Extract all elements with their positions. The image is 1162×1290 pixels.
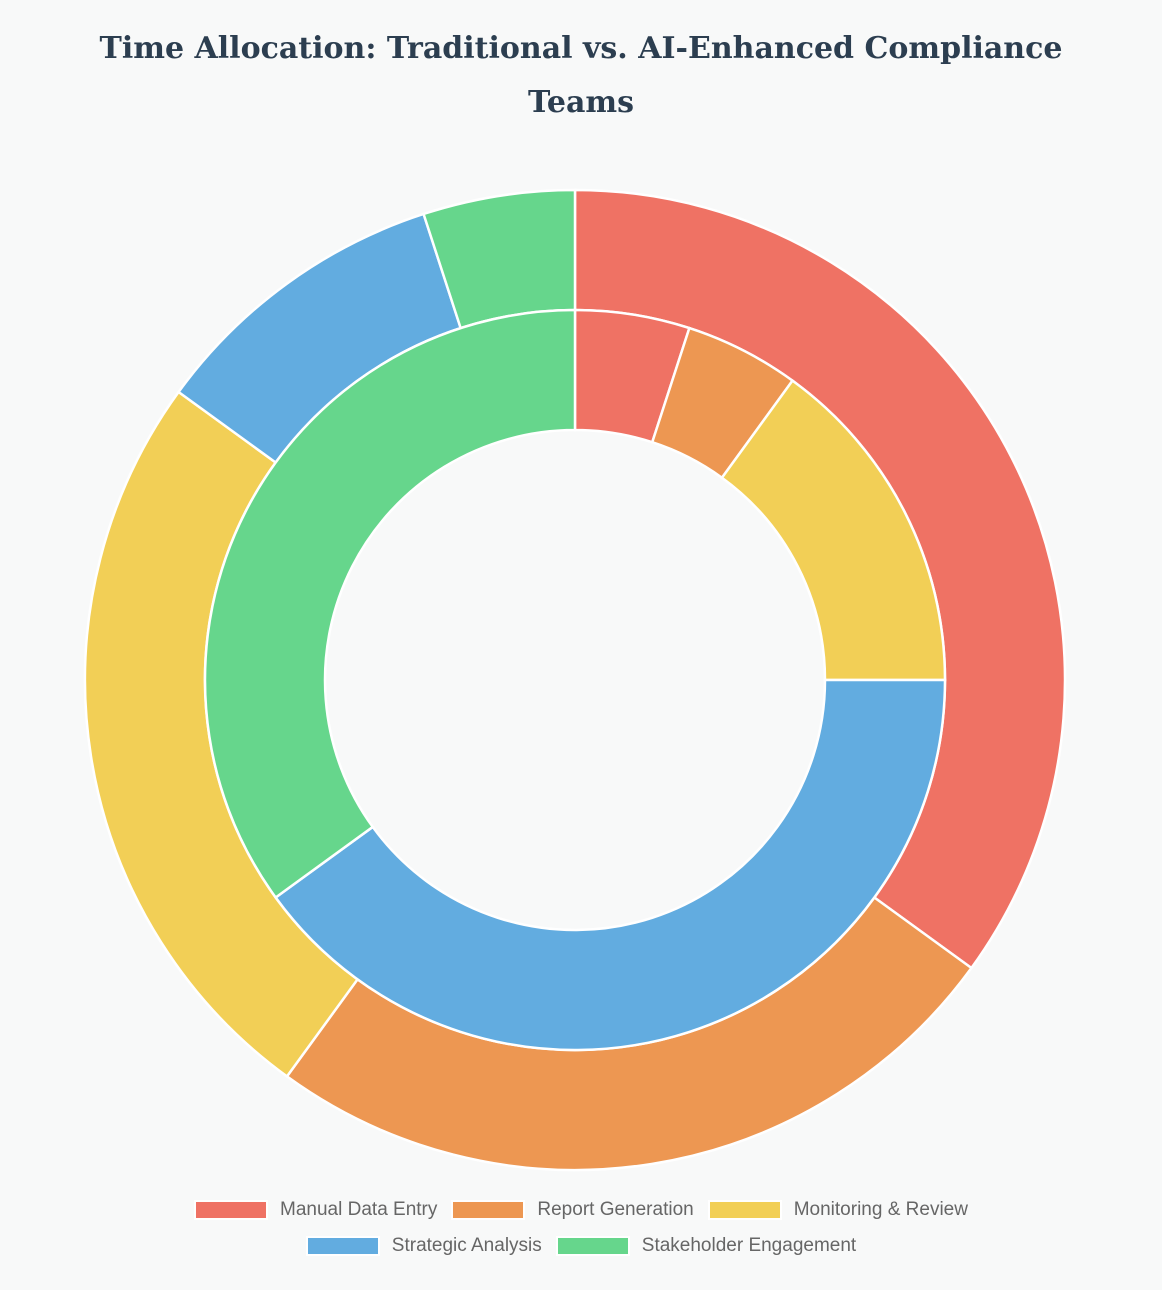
legend-label: Manual Data Entry (280, 1199, 438, 1220)
legend-swatch (451, 1200, 526, 1220)
legend-item-strategic-analysis[interactable]: Strategic Analysis (305, 1235, 542, 1257)
legend-label: Stakeholder Engagement (641, 1235, 857, 1256)
legend-item-report-generation[interactable]: Report Generation (451, 1199, 694, 1221)
legend-swatch (707, 1200, 782, 1220)
inner-ring-slice-strategic-analysis[interactable] (273, 678, 947, 1052)
legend-item-stakeholder-engagement[interactable]: Stakeholder Engagement (555, 1235, 857, 1257)
inner-ring-slice-stakeholder-engagement[interactable] (203, 308, 577, 900)
legend-label: Strategic Analysis (391, 1235, 542, 1256)
legend-swatch (194, 1200, 269, 1220)
doughnut-chart (83, 188, 1067, 1172)
legend-item-monitoring-review[interactable]: Monitoring & Review (707, 1199, 968, 1221)
legend-label: Monitoring & Review (793, 1199, 968, 1220)
legend-swatch (305, 1236, 380, 1256)
legend: Manual Data Entry Report Generation Monito… (0, 1192, 1162, 1264)
chart-title: Time Allocation: Traditional vs. AI-Enha… (0, 22, 1162, 130)
chart-title-line-1: Time Allocation: Traditional vs. AI-Enha… (99, 31, 1063, 66)
legend-label: Report Generation (537, 1199, 694, 1220)
legend-swatch (555, 1236, 630, 1256)
legend-item-manual-data-entry[interactable]: Manual Data Entry (194, 1199, 437, 1221)
chart-title-line-2: Teams (527, 85, 635, 120)
